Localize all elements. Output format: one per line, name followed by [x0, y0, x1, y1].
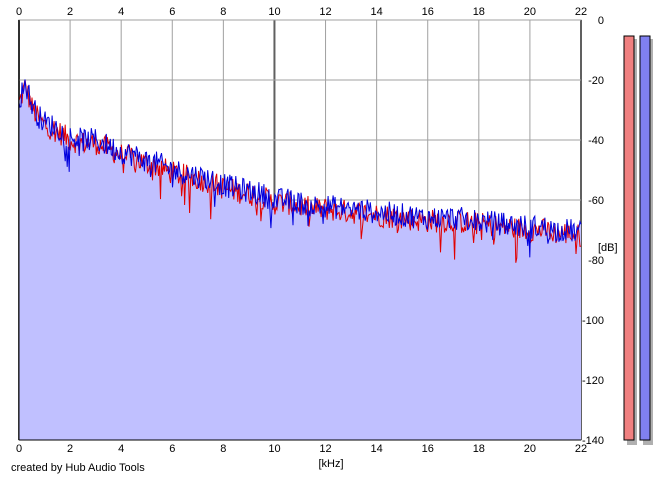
- x-tick-bottom-10: 20: [524, 443, 536, 455]
- x-tick-top-8: 16: [422, 6, 434, 18]
- x-tick-top-5: 10: [268, 6, 280, 18]
- meter-bar-1: [639, 35, 651, 441]
- y-tick-3: -60: [588, 195, 604, 207]
- x-tick-top-6: 12: [319, 6, 331, 18]
- y-tick-5: -100: [582, 315, 604, 327]
- credit-text: created by Hub Audio Tools: [11, 462, 145, 474]
- y-tick-2: -40: [588, 135, 604, 147]
- x-tick-bottom-3: 6: [169, 443, 175, 455]
- x-tick-top-11: 22: [575, 6, 587, 18]
- x-tick-labels-bottom: 0 2 4 6 8 10 12 14 16 18 20 22: [16, 443, 587, 455]
- y-tick-6: -120: [582, 375, 604, 387]
- x-tick-bottom-4: 8: [220, 443, 226, 455]
- series-line-1: [18, 79, 582, 258]
- x-tick-top-2: 4: [118, 6, 124, 18]
- y-tick-labels: 0 -20 -40 -60 -80 -100 -120 -140: [582, 15, 604, 447]
- x-tick-labels-top: 0 2 4 6 8 10 12 14 16 18 20 22: [16, 6, 587, 18]
- x-tick-top-4: 8: [220, 6, 226, 18]
- x-tick-bottom-1: 2: [67, 443, 73, 455]
- y-tick-7: -140: [582, 435, 604, 447]
- series-layer: [18, 79, 582, 263]
- x-tick-bottom-5: 10: [268, 443, 280, 455]
- x-tick-bottom-11: 22: [575, 443, 587, 455]
- x-tick-top-10: 20: [524, 6, 536, 18]
- x-tick-bottom-7: 14: [371, 443, 383, 455]
- y-tick-1: -20: [588, 75, 604, 87]
- y-tick-4: -80: [588, 255, 604, 267]
- meter-bar-0: [623, 35, 635, 441]
- x-tick-bottom-6: 12: [319, 443, 331, 455]
- level-meters: [623, 35, 653, 445]
- x-tick-top-1: 2: [67, 6, 73, 18]
- x-tick-bottom-0: 0: [16, 443, 22, 455]
- x-axis-label: [kHz]: [318, 458, 343, 470]
- y-tick-0: 0: [598, 15, 604, 27]
- x-tick-bottom-2: 4: [118, 443, 124, 455]
- x-tick-top-9: 18: [473, 6, 485, 18]
- y-axis-label: [dB]: [598, 242, 618, 254]
- x-tick-bottom-8: 16: [422, 443, 434, 455]
- x-tick-bottom-9: 18: [473, 443, 485, 455]
- x-tick-top-0: 0: [16, 6, 22, 18]
- x-tick-top-3: 6: [169, 6, 175, 18]
- x-tick-top-7: 14: [371, 6, 383, 18]
